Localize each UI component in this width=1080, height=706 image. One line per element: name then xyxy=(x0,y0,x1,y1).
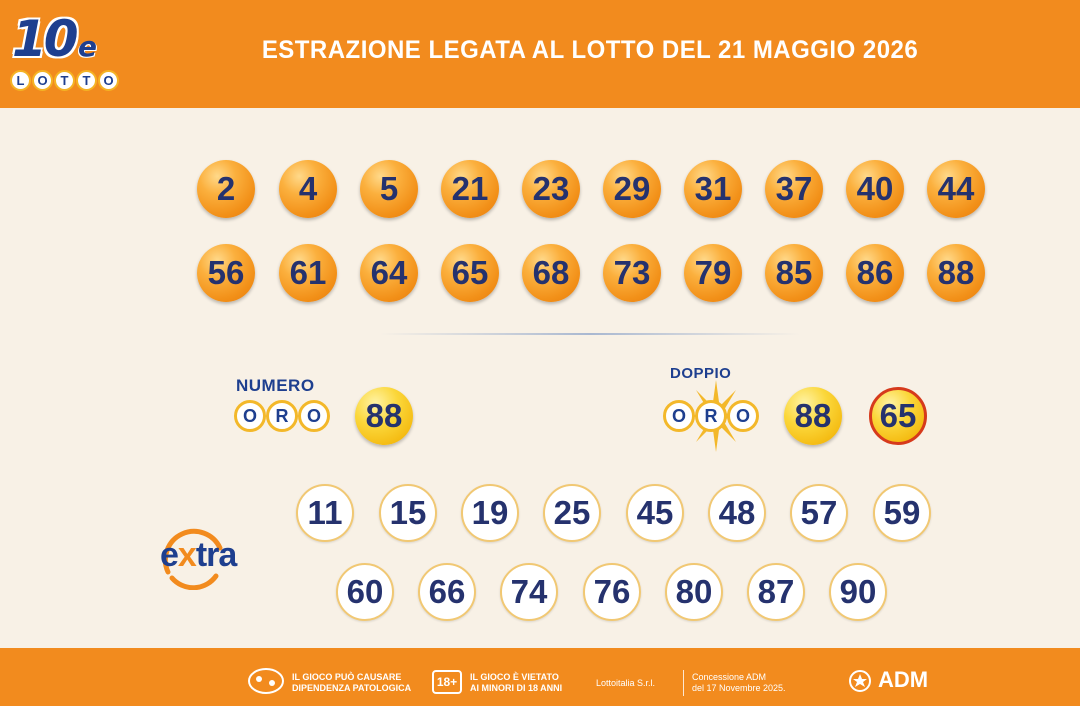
extra-number-ball: 59 xyxy=(873,484,931,542)
winning-number-ball: 85 xyxy=(765,244,823,302)
footer-minors-line1: IL GIOCO È VIETATO xyxy=(470,672,559,682)
footer-concession: Concessione ADM del 17 Novembre 2025. xyxy=(692,672,786,694)
winning-number-ball: 37 xyxy=(765,160,823,218)
footer-bar: IL GIOCO PUÒ CAUSARE DIPENDENZA PATOLOGI… xyxy=(0,648,1080,706)
winning-number-ball: 56 xyxy=(197,244,255,302)
numero-oro-ball: 88 xyxy=(355,387,413,445)
logo-lotto-letter: O xyxy=(98,70,119,91)
winning-number-ball: 31 xyxy=(684,160,742,218)
winning-number-ball: 5 xyxy=(360,160,418,218)
winning-number-ball: 44 xyxy=(927,160,985,218)
extra-number-ball: 87 xyxy=(747,563,805,621)
gioco-responsabile-icon xyxy=(248,668,284,694)
extra-number-ball: 76 xyxy=(583,563,641,621)
extra-e: e xyxy=(160,536,179,574)
footer-warning: IL GIOCO PUÒ CAUSARE DIPENDENZA PATOLOGI… xyxy=(292,672,411,694)
logo-lotto-letter: L xyxy=(10,70,31,91)
logo-e: e xyxy=(78,30,97,63)
section-divider xyxy=(380,333,800,335)
winning-number-ball: 88 xyxy=(927,244,985,302)
winning-number-ball: 86 xyxy=(846,244,904,302)
age-18-badge: 18+ xyxy=(432,670,462,694)
footer-company: Lottoitalia S.r.l. xyxy=(596,678,656,688)
emblem-icon xyxy=(849,670,871,692)
oro-letter: R xyxy=(266,400,298,432)
extra-number-ball: 60 xyxy=(336,563,394,621)
oro-letter: O xyxy=(663,400,695,432)
extra-number-ball: 66 xyxy=(418,563,476,621)
footer-minors-line2: AI MINORI DI 18 ANNI xyxy=(470,683,563,693)
numero-oro-logo: O R O xyxy=(234,400,330,432)
logo-lotto-letter: T xyxy=(76,70,97,91)
extra-number-ball: 15 xyxy=(379,484,437,542)
doppio-oro-label: DOPPIO xyxy=(670,365,732,382)
logo-lotto-letter: O xyxy=(32,70,53,91)
extra-number-ball: 74 xyxy=(500,563,558,621)
winning-number-ball: 40 xyxy=(846,160,904,218)
footer-concession-line1: Concessione ADM xyxy=(692,672,767,682)
winning-number-ball: 29 xyxy=(603,160,661,218)
winning-number-ball: 61 xyxy=(279,244,337,302)
extra-wordmark: extra xyxy=(160,536,237,575)
page-title: ESTRAZIONE LEGATA AL LOTTO DEL 21 MAGGIO… xyxy=(261,36,919,64)
winning-number-ball: 64 xyxy=(360,244,418,302)
doppio-oro-ball: 88 xyxy=(784,387,842,445)
oro-letter: O xyxy=(234,400,266,432)
winning-number-ball: 65 xyxy=(441,244,499,302)
winning-number-ball: 21 xyxy=(441,160,499,218)
extra-number-ball: 57 xyxy=(790,484,848,542)
extra-number-ball: 11 xyxy=(296,484,354,542)
extra-number-ball: 25 xyxy=(543,484,601,542)
header-bar: 10 e L O T T O ESTRAZIONE LEGATA AL LOTT… xyxy=(0,0,1080,108)
extra-number-ball: 80 xyxy=(665,563,723,621)
footer-warning-line2: DIPENDENZA PATOLOGICA xyxy=(292,683,412,693)
extra-number-ball: 45 xyxy=(626,484,684,542)
winning-number-ball: 2 xyxy=(197,160,255,218)
extra-number-ball: 90 xyxy=(829,563,887,621)
extra-number-ball: 48 xyxy=(708,484,766,542)
winning-number-ball: 68 xyxy=(522,244,580,302)
footer-minors: IL GIOCO È VIETATO AI MINORI DI 18 ANNI xyxy=(470,672,562,694)
oro-letter: R xyxy=(695,400,727,432)
extra-logo: extra xyxy=(160,528,284,590)
numero-oro-label: NUMERO xyxy=(236,376,315,395)
doppio-oro-logo: O R O xyxy=(663,400,759,432)
10elotto-logo: 10 e L O T T O xyxy=(8,10,140,102)
footer-separator xyxy=(683,670,684,696)
winning-number-ball: 73 xyxy=(603,244,661,302)
footer-warning-line1: IL GIOCO PUÒ CAUSARE xyxy=(292,672,402,682)
winning-number-ball: 4 xyxy=(279,160,337,218)
doppio-oro-ball: 65 xyxy=(869,387,927,445)
winning-number-ball: 79 xyxy=(684,244,742,302)
winning-number-ball: 23 xyxy=(522,160,580,218)
footer-concession-line2: del 17 Novembre 2025. xyxy=(692,683,786,693)
extra-arc-icon xyxy=(162,528,223,590)
extra-number-ball: 19 xyxy=(461,484,519,542)
logo-lotto-balls: L O T T O xyxy=(10,70,119,91)
extra-x: x xyxy=(177,536,197,574)
oro-letter: O xyxy=(298,400,330,432)
oro-letter: O xyxy=(727,400,759,432)
extra-rest: tra xyxy=(195,536,237,574)
logo-ten: 10 xyxy=(12,10,79,68)
logo-lotto-letter: T xyxy=(54,70,75,91)
adm-logo-text: ADM xyxy=(878,667,929,692)
